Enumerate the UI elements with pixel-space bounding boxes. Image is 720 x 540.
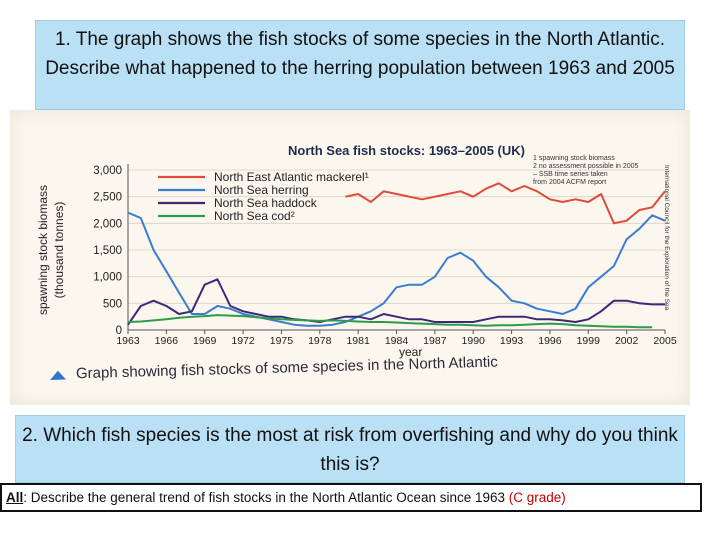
note-line: 1 spawning stock biomass — [533, 155, 615, 162]
question-2-box: 2. Which fish species is the most at ris… — [15, 415, 685, 483]
all-task-box: All: Describe the general trend of fish … — [0, 483, 702, 512]
question-1-box: 1. The graph shows the fish stocks of so… — [35, 20, 685, 110]
triangle-icon — [49, 370, 67, 380]
note-line: 2 no assessment possible in 2005 — [533, 163, 639, 170]
question-2-text: 2. Which fish species is the most at ris… — [22, 425, 678, 475]
question-1-text: 1. The graph shows the fish stocks of so… — [45, 29, 675, 79]
note-line: from 2004 ACFM report — [533, 179, 607, 186]
all-task-text: : Describe the general trend of fish sto… — [23, 490, 509, 505]
note-line: – SSB time series taken — [533, 171, 608, 178]
chart-notes: 1 spawning stock biomass 2 no assessment… — [533, 155, 638, 187]
all-task-label: All — [6, 490, 24, 505]
grade-label: (C grade) — [508, 490, 566, 505]
chart-title: North Sea fish stocks: 1963–2005 (UK) — [288, 143, 525, 158]
source-side-note: International Council for the Exploratio… — [663, 165, 670, 311]
